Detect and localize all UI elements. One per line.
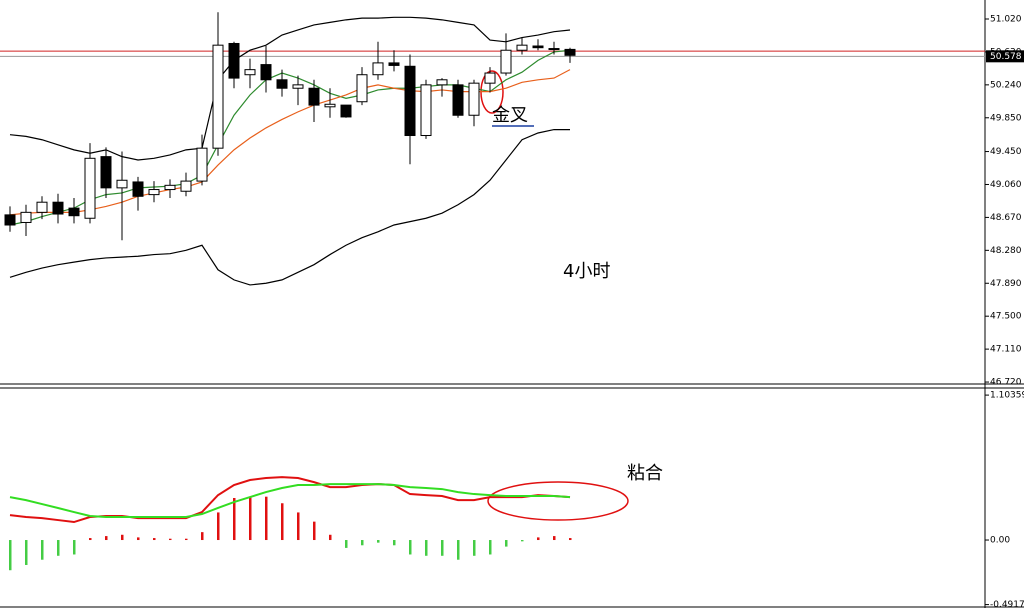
histogram-bar (233, 498, 236, 541)
candle-body (420, 84, 432, 137)
candle-body (36, 201, 48, 213)
candle-body (436, 79, 448, 86)
candle-body (516, 44, 528, 51)
histogram-bar (441, 540, 444, 556)
histogram-bar (457, 540, 460, 560)
histogram-bar (217, 512, 220, 541)
candle-body (468, 82, 480, 116)
histogram-bar (121, 534, 124, 541)
y-tick-label: 47.890 (990, 279, 1022, 289)
candle-body (404, 65, 416, 137)
highlight-ellipse (487, 481, 629, 521)
candle-body (228, 42, 240, 79)
indicator-line (9, 16, 571, 161)
histogram-bar (105, 536, 108, 541)
y-tick-label: 0.00 (990, 536, 1010, 546)
annotation: 4小时 (563, 261, 610, 282)
histogram-bar (265, 496, 268, 541)
histogram-bar (313, 521, 316, 541)
candle-body (308, 87, 320, 106)
histogram-bar (537, 537, 540, 541)
y-tick-label: 1.10359 (990, 391, 1024, 401)
candle-body (260, 64, 272, 81)
y-tick-label: 51.020 (990, 14, 1022, 24)
candle-body (276, 79, 288, 89)
histogram-bar (89, 538, 92, 541)
price-label: 50.578 (990, 52, 1022, 62)
candle-body (68, 207, 80, 217)
candle-body (388, 62, 400, 66)
indicator-line (9, 129, 570, 286)
candle-body (548, 48, 560, 51)
annotation: 金叉 (492, 105, 528, 126)
candle-body (132, 181, 144, 197)
candle-body (244, 69, 256, 76)
candle-body (4, 214, 16, 226)
candle-body (84, 157, 96, 219)
candle-body (564, 48, 576, 56)
histogram-bar (297, 512, 300, 541)
histogram-bar (521, 540, 524, 542)
histogram-bar (425, 540, 428, 556)
candle-body (292, 84, 304, 89)
y-tick-label: 47.110 (990, 345, 1022, 355)
histogram-bar (281, 503, 284, 541)
histogram-bar (57, 540, 60, 556)
candle-body (20, 211, 32, 223)
y-tick-label: 49.060 (990, 180, 1022, 190)
candle-body (500, 49, 512, 74)
y-tick-label: 49.850 (990, 113, 1022, 123)
histogram-bar (473, 540, 476, 556)
histogram-bar (553, 536, 556, 541)
histogram-bar (393, 540, 396, 546)
candle-body (484, 72, 496, 84)
histogram-bar (41, 540, 44, 560)
candle-body (372, 62, 384, 76)
annotation: 粘合 (627, 463, 663, 484)
histogram-bar (377, 540, 380, 543)
y-tick-label: 47.500 (990, 312, 1022, 322)
histogram-bar (505, 540, 508, 547)
candle-body (532, 45, 544, 49)
candle-body (324, 103, 336, 108)
price-label-bg (986, 50, 1024, 63)
y-tick-label: 46.720 (990, 378, 1022, 388)
candle-body (452, 84, 464, 116)
candle-body (196, 147, 208, 182)
candle-body (212, 44, 224, 149)
candle-body (164, 184, 176, 191)
histogram-bar (137, 537, 140, 541)
candle-body (340, 104, 352, 118)
histogram-bar (409, 540, 412, 555)
y-tick-label: 48.280 (990, 246, 1022, 256)
histogram-bar (169, 538, 172, 541)
histogram-bar (569, 538, 572, 541)
histogram-bar (73, 540, 76, 555)
histogram-bar (361, 540, 364, 546)
candle-body (180, 180, 192, 192)
y-tick-label: 50.240 (990, 80, 1022, 90)
histogram-bar (489, 540, 492, 555)
candle-body (148, 189, 160, 196)
candle-body (52, 201, 64, 215)
histogram-bar (345, 540, 348, 548)
histogram-bar (153, 538, 156, 541)
y-tick-label: 48.670 (990, 213, 1022, 223)
histogram-bar (25, 540, 28, 565)
candle-body (116, 179, 128, 189)
histogram-bar (329, 534, 332, 541)
histogram-bar (185, 538, 188, 541)
indicator-line (9, 483, 571, 519)
histogram-bar (201, 532, 204, 541)
y-tick-label: -0.4917 (990, 600, 1024, 610)
candle-body (356, 74, 368, 103)
histogram-bar (249, 496, 252, 541)
histogram-bar (9, 540, 12, 571)
candle-body (100, 156, 112, 189)
y-tick-label: 49.450 (990, 147, 1022, 157)
